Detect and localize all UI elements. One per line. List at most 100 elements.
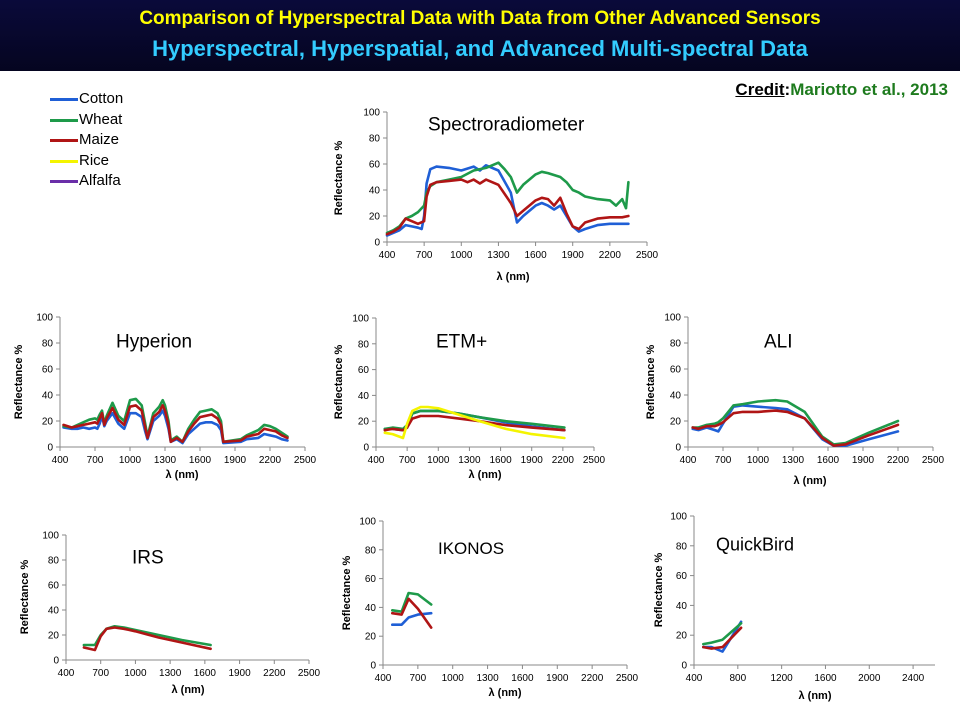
chart-etm: 0 20 40 60 80 100 400 700 1000 1300 1600 1900 2200 25… [333,314,606,482]
chart-hyperion: 0 20 40 60 80 100 400 700 1000 1300 1600 1900 2200 25… [13,313,317,482]
y-tick-label: 20 [358,417,370,428]
x-tick-label: 1900 [546,673,569,684]
x-tick-label: 2200 [552,455,575,466]
x-tick-label: 400 [52,455,69,466]
y-tick-label: 20 [365,632,377,643]
y-tick-label: 40 [48,606,60,617]
x-axis-label: λ (nm) [794,475,827,487]
x-axis-label: λ (nm) [172,684,205,696]
y-axis-label: Reflectance % [341,555,353,630]
series-line-maize [691,409,900,448]
y-tick-label: 80 [48,556,60,567]
x-tick-label: 1600 [524,250,547,261]
y-tick-label: 20 [369,212,381,223]
series-line-maize [385,178,630,236]
y-tick-label: 80 [676,541,688,552]
y-tick-label: 60 [42,365,54,376]
y-tick-label: 100 [36,313,53,324]
x-tick-label: 1600 [189,455,212,466]
y-tick-label: 20 [676,631,688,642]
x-tick-label: 2500 [636,250,659,261]
x-tick-label: 2200 [263,668,286,679]
x-axis-label: λ (nm) [469,469,502,481]
y-tick-label: 100 [363,108,380,119]
y-tick-label: 60 [676,571,688,582]
y-axis-label: Reflectance % [13,344,25,419]
x-tick-label: 1000 [427,455,450,466]
credit-value: Mariotto et al., 2013 [790,80,948,99]
y-tick-label: 60 [670,365,682,376]
series-line-cotton [385,164,630,237]
legend-swatch-rice [50,159,78,163]
x-axis-label: λ (nm) [497,271,530,283]
x-tick-label: 2500 [298,668,321,679]
y-tick-label: 80 [670,339,682,350]
legend-label-rice: Rice [79,151,110,169]
x-tick-label: 700 [410,673,427,684]
y-axis-label: Reflectance % [333,140,345,215]
x-tick-label: 2000 [858,673,881,684]
y-tick-label: 0 [370,661,376,672]
series-line-maize [82,626,212,652]
x-tick-label: 700 [715,455,732,466]
series-line-rice [383,405,566,440]
y-tick-label: 60 [48,581,60,592]
y-tick-label: 40 [676,601,688,612]
series-line-cotton [691,404,900,448]
chart-irs: 0 20 40 60 80 100 400 700 1000 1300 1600 1900 2200 25… [19,531,321,697]
series-line-wheat [701,621,743,646]
x-tick-label: 2200 [887,455,910,466]
x-tick-label: 1300 [458,455,481,466]
y-tick-label: 40 [42,391,54,402]
x-tick-label: 400 [686,673,703,684]
x-tick-label: 1200 [771,673,794,684]
credit-label: Credit [735,80,785,99]
x-tick-label: 700 [416,250,433,261]
header-banner: Comparison of Hyperspectral Data with Da… [0,0,960,71]
x-tick-label: 1000 [442,673,465,684]
slide-title: Comparison of Hyperspectral Data with Da… [139,8,821,29]
x-axis-label: λ (nm) [489,687,522,699]
chart-spectroradiometer: 0 20 40 60 80 100 400 700 1000 1300 1600 1900 2200 25… [333,108,659,284]
y-tick-label: 0 [53,656,59,667]
y-tick-label: 20 [42,417,54,428]
x-tick-label: 1900 [228,668,251,679]
chart-title: QuickBird [716,534,794,554]
series-line-wheat [390,591,433,614]
chart-ikonos: 0 20 40 60 80 100 400 700 1000 1300 1600 1900 2200 25… [341,517,639,700]
x-tick-label: 1000 [450,250,473,261]
chart-ali: 0 20 40 60 80 100 400 700 1000 1300 1600 1900 2200 25… [645,313,945,488]
x-tick-label: 400 [379,250,396,261]
y-tick-label: 0 [675,443,681,454]
x-tick-label: 700 [92,668,109,679]
x-tick-label: 1000 [124,668,147,679]
y-tick-label: 40 [670,391,682,402]
chart-title: ALI [764,332,793,353]
legend-swatch-cotton [50,98,78,101]
x-tick-label: 2500 [294,455,317,466]
credit-line: Credit:Mariotto et al., 2013 [735,80,948,100]
x-tick-label: 1900 [521,455,544,466]
x-tick-label: 700 [399,455,416,466]
slide-subtitle: Hyperspectral, Hyperspatial, and Advance… [152,36,808,61]
legend-swatch-wheat [50,118,78,122]
chart-title: IRS [132,548,164,569]
x-tick-label: 2400 [902,673,925,684]
x-tick-label: 2200 [259,455,282,466]
series-line-maize [62,404,289,444]
x-tick-label: 400 [368,455,385,466]
y-tick-label: 0 [47,443,53,454]
y-tick-label: 0 [363,443,369,454]
chart-title: Hyperion [116,332,192,353]
y-tick-label: 40 [358,391,370,402]
y-tick-label: 80 [358,339,370,350]
y-tick-label: 100 [42,531,59,542]
x-tick-label: 1000 [747,455,770,466]
x-tick-label: 1600 [817,455,840,466]
y-axis-label: Reflectance % [333,344,345,419]
y-tick-label: 0 [681,661,687,672]
y-tick-label: 80 [365,545,377,556]
x-tick-label: 1900 [224,455,247,466]
series-line-maize [701,626,743,650]
